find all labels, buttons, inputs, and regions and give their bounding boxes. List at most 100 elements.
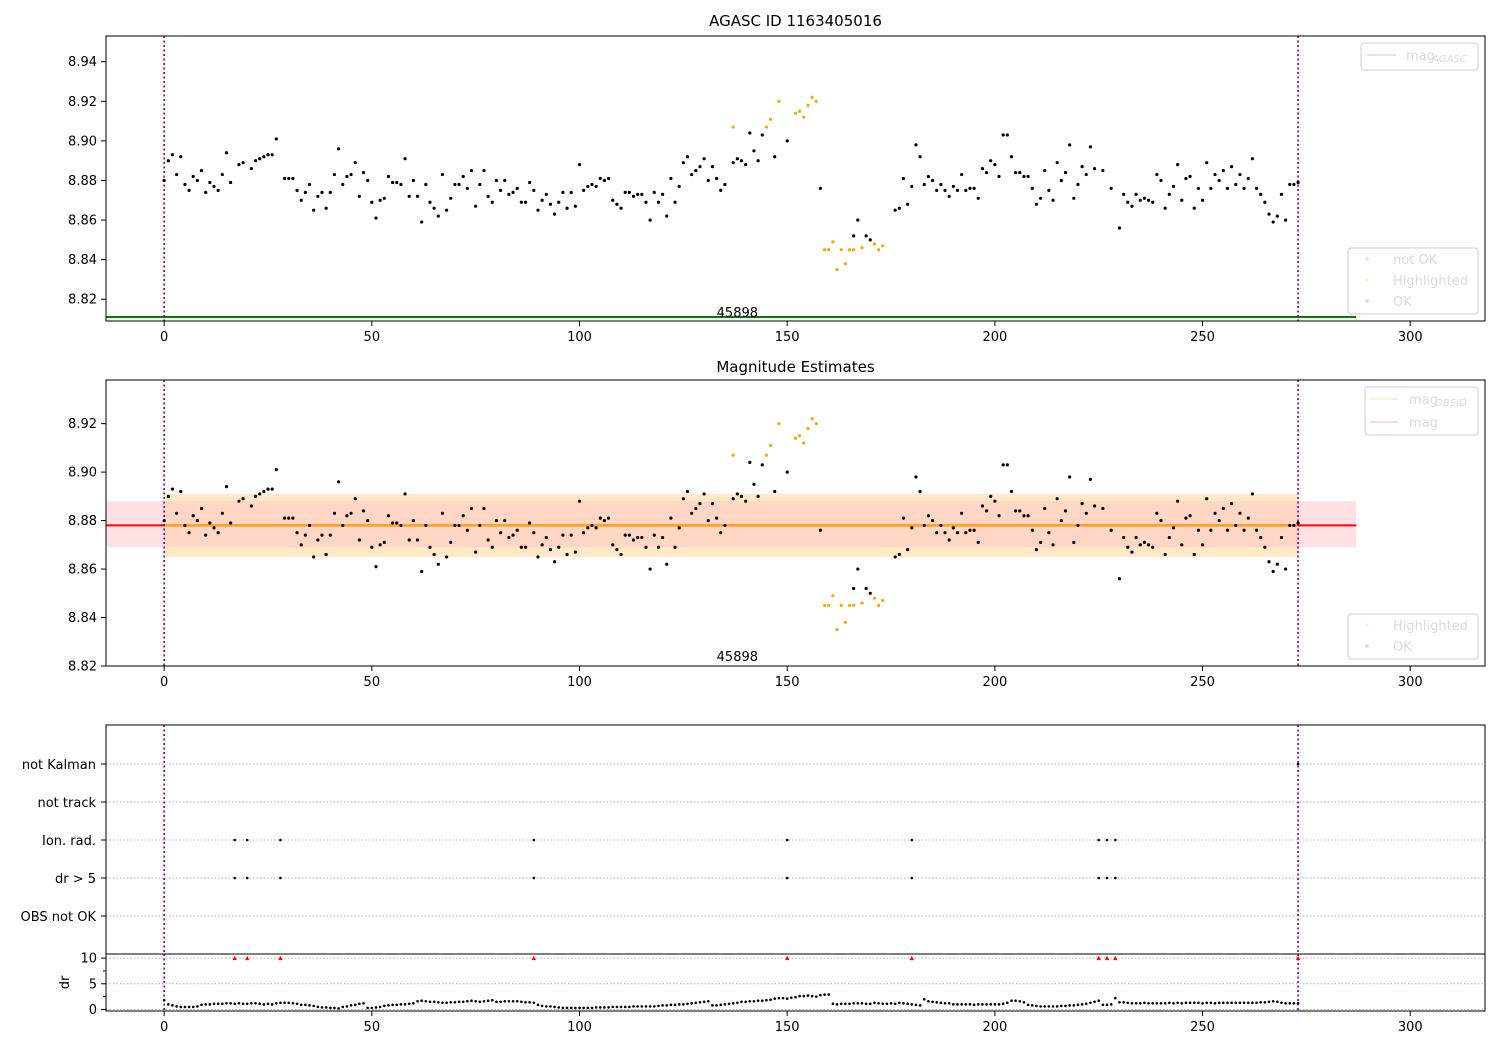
dr-point: [1168, 1001, 1171, 1005]
dr-point: [333, 1006, 336, 1010]
data-point: [498, 531, 503, 535]
data-point: [366, 518, 370, 523]
data-point: [403, 157, 407, 161]
dr-point: [490, 998, 494, 1002]
data-point: [648, 567, 652, 571]
dr-point: [706, 999, 710, 1003]
data-point: [1217, 178, 1221, 183]
data-point: [615, 548, 619, 552]
data-point: [1171, 184, 1176, 189]
data-point: [710, 165, 715, 169]
data-point: [860, 601, 864, 605]
dr-point: [532, 1001, 536, 1005]
data-point: [1059, 518, 1063, 523]
dr-point: [229, 1001, 232, 1005]
data-point: [1163, 552, 1167, 557]
data-point: [528, 180, 532, 185]
dr-point: [291, 1001, 295, 1005]
data-point: [1176, 163, 1180, 167]
data-point: [1109, 528, 1113, 532]
dr-point: [428, 1000, 432, 1004]
y-tick-label: 8.82: [68, 293, 97, 308]
data-point: [544, 535, 548, 540]
data-point: [1184, 516, 1188, 520]
data-point: [420, 569, 424, 574]
data-point: [1221, 506, 1225, 511]
dr-point: [507, 999, 511, 1003]
y-tick-label: 5: [89, 977, 97, 992]
dr-point: [1176, 1001, 1179, 1005]
data-point: [839, 603, 843, 608]
data-point: [1159, 178, 1163, 183]
data-point: [669, 176, 673, 181]
dr-point: [1213, 1001, 1217, 1005]
data-point: [1047, 188, 1051, 192]
dr-point: [657, 1004, 660, 1008]
data-point: [1043, 506, 1047, 511]
dr-point: [1184, 1001, 1188, 1005]
dr-point: [632, 1005, 635, 1008]
legend-box: [1364, 386, 1479, 436]
data-point: [768, 117, 773, 121]
data-point: [536, 555, 540, 559]
data-point: [785, 470, 789, 474]
data-point: [465, 186, 469, 190]
series-ok: [162, 131, 1300, 242]
data-point: [216, 531, 220, 535]
dr-point: [515, 999, 519, 1003]
dr-point: [1134, 1001, 1138, 1005]
data-point: [1184, 176, 1188, 181]
data-point: [1196, 528, 1201, 532]
data-point: [299, 543, 303, 547]
dr-point: [677, 1003, 681, 1006]
data-point: [1101, 168, 1105, 173]
data-point: [1080, 502, 1084, 506]
x-tick-label: 100: [567, 330, 592, 345]
data-point: [1088, 477, 1093, 481]
dr-point: [777, 996, 781, 1000]
data-point: [835, 267, 839, 272]
y-tick-label: 8.92: [68, 417, 97, 432]
dr-point: [387, 1004, 390, 1007]
flag-category-label: dr > 5: [55, 872, 96, 887]
data-point: [685, 489, 690, 494]
dr-point: [844, 1002, 847, 1006]
data-point: [1092, 167, 1097, 171]
data-point: [503, 518, 507, 523]
dr-point: [794, 995, 797, 999]
data-point: [1047, 531, 1051, 535]
data-point: [482, 506, 486, 511]
data-point: [640, 192, 644, 196]
data-point: [611, 198, 615, 202]
dr-point: [482, 999, 486, 1003]
dr-point: [943, 1001, 947, 1005]
data-point: [461, 514, 465, 518]
data-point: [328, 533, 332, 537]
dr-point: [565, 1006, 569, 1010]
dr-point: [1105, 1003, 1109, 1007]
data-point: [349, 511, 353, 515]
data-point: [1043, 168, 1047, 173]
data-point: [910, 526, 914, 530]
data-point: [262, 489, 266, 494]
data-point: [162, 178, 166, 183]
dr-point: [594, 1006, 598, 1009]
data-point: [619, 552, 623, 557]
data-point: [249, 504, 253, 508]
data-point: [640, 535, 644, 540]
dr-point: [993, 1003, 997, 1006]
data-point: [573, 550, 577, 554]
data-point: [478, 182, 482, 187]
dr-point: [407, 1002, 411, 1006]
data-point: [606, 516, 611, 520]
dr-point: [810, 994, 814, 998]
dr-point: [819, 993, 822, 997]
data-point: [1018, 170, 1022, 175]
data-point: [345, 174, 349, 179]
dr-point: [648, 1005, 652, 1008]
data-point: [565, 552, 569, 557]
data-point: [694, 506, 698, 511]
data-point: [1109, 186, 1113, 190]
data-point: [532, 531, 536, 535]
data-point: [1205, 161, 1209, 165]
